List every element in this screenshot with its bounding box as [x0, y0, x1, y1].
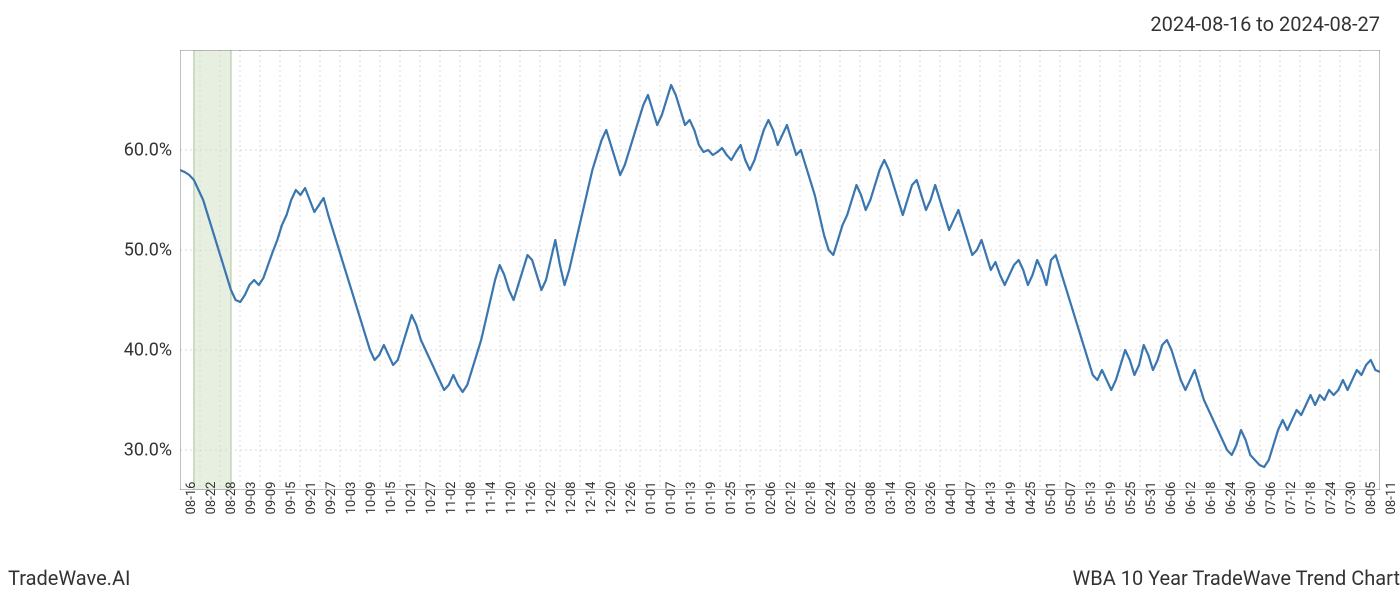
- x-tick-label: 12-26: [624, 482, 639, 515]
- x-tick-label: 05-13: [1084, 482, 1099, 515]
- x-tick-label: 03-08: [864, 482, 879, 515]
- x-tick-label: 11-08: [464, 482, 479, 515]
- x-tick-label: 06-06: [1164, 482, 1179, 515]
- x-tick-label: 10-15: [384, 482, 399, 515]
- x-tick-label: 01-01: [644, 482, 659, 515]
- x-tick-label: 11-20: [504, 482, 519, 515]
- y-tick-label: 50.0%: [124, 240, 172, 261]
- x-tick-label: 04-25: [1024, 482, 1039, 515]
- x-tick-label: 12-02: [544, 482, 559, 515]
- x-tick-label: 11-26: [524, 482, 539, 515]
- x-tick-label: 09-09: [264, 482, 279, 515]
- x-tick-label: 05-19: [1104, 482, 1119, 515]
- x-tick-label: 04-01: [944, 482, 959, 515]
- y-tick-label: 30.0%: [124, 440, 172, 461]
- x-tick-label: 09-27: [324, 482, 339, 515]
- x-tick-label: 11-02: [444, 482, 459, 515]
- date-range-label: 2024-08-16 to 2024-08-27: [1150, 12, 1380, 36]
- x-tick-label: 08-28: [224, 482, 239, 515]
- x-tick-label: 10-27: [424, 482, 439, 515]
- x-tick-label: 08-16: [184, 482, 199, 515]
- x-tick-label: 07-18: [1304, 482, 1319, 515]
- x-tick-label: 08-05: [1364, 482, 1379, 515]
- x-tick-label: 01-25: [724, 482, 739, 515]
- x-tick-label: 09-03: [244, 482, 259, 515]
- x-tick-label: 03-20: [904, 482, 919, 515]
- x-tick-label: 04-13: [984, 482, 999, 515]
- x-tick-label: 02-06: [764, 482, 779, 515]
- x-tick-label: 05-01: [1044, 482, 1059, 515]
- x-tick-label: 12-14: [584, 482, 599, 515]
- x-tick-label: 05-07: [1064, 482, 1079, 515]
- x-tick-label: 02-24: [824, 482, 839, 515]
- x-tick-label: 01-19: [704, 482, 719, 515]
- x-tick-label: 07-12: [1284, 482, 1299, 515]
- y-tick-label: 60.0%: [124, 140, 172, 161]
- x-tick-label: 09-21: [304, 482, 319, 515]
- x-tick-label: 04-07: [964, 482, 979, 515]
- x-tick-label: 01-07: [664, 482, 679, 515]
- x-tick-label: 07-30: [1344, 482, 1359, 515]
- trend-chart: [180, 50, 1380, 490]
- x-tick-label: 04-19: [1004, 482, 1019, 515]
- x-tick-label: 08-11: [1384, 482, 1399, 515]
- x-tick-label: 03-14: [884, 482, 899, 515]
- x-tick-label: 10-21: [404, 482, 419, 515]
- x-tick-label: 12-08: [564, 482, 579, 515]
- x-tick-label: 01-31: [744, 482, 759, 515]
- y-tick-label: 40.0%: [124, 340, 172, 361]
- x-tick-label: 02-18: [804, 482, 819, 515]
- x-tick-label: 10-09: [364, 482, 379, 515]
- x-tick-label: 06-18: [1204, 482, 1219, 515]
- x-tick-label: 12-20: [604, 482, 619, 515]
- chart-title: WBA 10 Year TradeWave Trend Chart: [1072, 566, 1400, 590]
- x-tick-label: 08-22: [204, 482, 219, 515]
- x-tick-label: 06-24: [1224, 482, 1239, 515]
- x-tick-label: 03-26: [924, 482, 939, 515]
- x-tick-label: 03-02: [844, 482, 859, 515]
- x-tick-label: 11-14: [484, 482, 499, 515]
- x-tick-label: 07-06: [1264, 482, 1279, 515]
- x-tick-label: 10-03: [344, 482, 359, 515]
- x-tick-label: 06-30: [1244, 482, 1259, 515]
- x-tick-label: 01-13: [684, 482, 699, 515]
- x-tick-label: 05-31: [1144, 482, 1159, 515]
- x-tick-label: 05-25: [1124, 482, 1139, 515]
- x-tick-label: 06-12: [1184, 482, 1199, 515]
- x-tick-label: 09-15: [284, 482, 299, 515]
- brand-label: TradeWave.AI: [8, 566, 130, 590]
- x-tick-label: 07-24: [1324, 482, 1339, 515]
- x-tick-label: 02-12: [784, 482, 799, 515]
